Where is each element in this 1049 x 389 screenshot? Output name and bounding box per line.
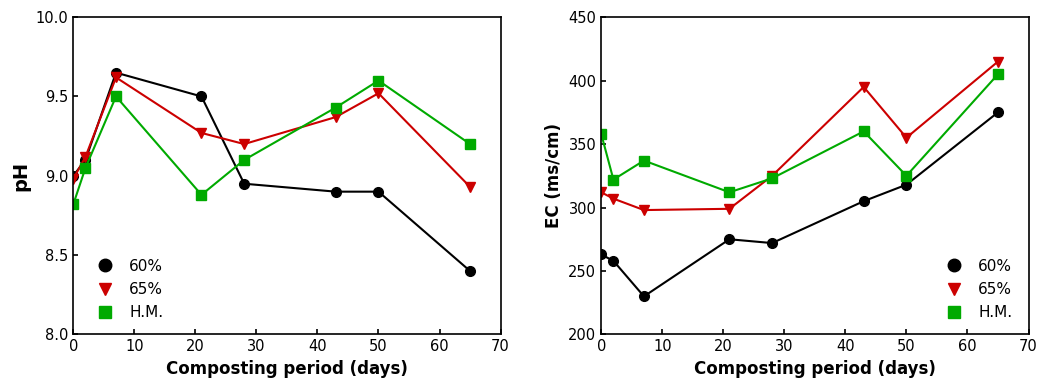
Y-axis label: pH: pH — [12, 161, 30, 191]
H.M. — [372, 78, 385, 83]
60% — [638, 294, 650, 299]
Line: H.M.: H.M. — [596, 69, 1003, 197]
H.M. — [464, 142, 476, 146]
H.M. — [110, 94, 123, 99]
60% — [766, 241, 778, 245]
65% — [464, 184, 476, 189]
60% — [329, 189, 342, 194]
65% — [195, 131, 208, 135]
65% — [372, 91, 385, 96]
60% — [67, 173, 80, 178]
65% — [607, 196, 620, 201]
65% — [638, 208, 650, 212]
Legend: 60%, 65%, H.M.: 60%, 65%, H.M. — [89, 259, 164, 321]
H.M. — [607, 177, 620, 182]
65% — [723, 207, 735, 211]
60% — [464, 269, 476, 273]
60% — [238, 181, 251, 186]
H.M. — [238, 158, 251, 162]
60% — [857, 199, 870, 203]
65% — [67, 177, 80, 181]
60% — [79, 158, 91, 162]
65% — [79, 154, 91, 159]
Y-axis label: EC (ms/cm): EC (ms/cm) — [544, 123, 562, 228]
65% — [110, 75, 123, 80]
H.M. — [595, 131, 607, 136]
H.M. — [857, 129, 870, 134]
H.M. — [766, 176, 778, 180]
H.M. — [638, 158, 650, 163]
Line: H.M.: H.M. — [68, 76, 475, 209]
60% — [110, 70, 123, 75]
H.M. — [991, 72, 1004, 77]
Line: 60%: 60% — [68, 68, 475, 276]
65% — [595, 190, 607, 194]
60% — [900, 182, 913, 187]
Legend: 60%, 65%, H.M.: 60%, 65%, H.M. — [939, 259, 1012, 321]
60% — [372, 189, 385, 194]
60% — [595, 252, 607, 257]
H.M. — [195, 193, 208, 197]
Line: 65%: 65% — [596, 57, 1003, 215]
H.M. — [723, 190, 735, 194]
65% — [900, 135, 913, 140]
H.M. — [67, 202, 80, 207]
Line: 65%: 65% — [68, 73, 475, 192]
60% — [991, 110, 1004, 115]
60% — [195, 94, 208, 99]
65% — [329, 115, 342, 119]
60% — [723, 237, 735, 242]
Line: 60%: 60% — [596, 107, 1003, 301]
X-axis label: Composting period (days): Composting period (days) — [694, 360, 936, 378]
X-axis label: Composting period (days): Composting period (days) — [166, 360, 408, 378]
60% — [607, 259, 620, 263]
65% — [766, 173, 778, 178]
H.M. — [900, 173, 913, 178]
65% — [238, 142, 251, 146]
H.M. — [79, 166, 91, 170]
65% — [991, 59, 1004, 64]
H.M. — [329, 105, 342, 110]
65% — [857, 84, 870, 89]
